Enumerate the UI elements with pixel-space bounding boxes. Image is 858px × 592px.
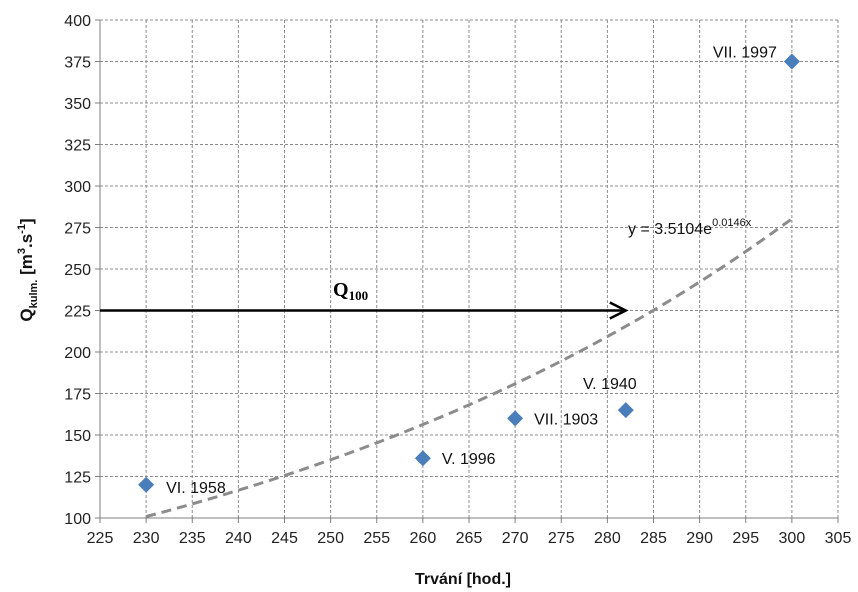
y-tick-label: 125 <box>64 470 91 487</box>
y-tick-label: 375 <box>64 55 91 72</box>
y-tick-label: 200 <box>64 345 91 362</box>
y-tick-label: 100 <box>64 511 91 528</box>
data-label: VI. 1958 <box>166 480 226 497</box>
x-tick-label: 300 <box>779 530 806 547</box>
x-axis-title: Trvání [hod.] <box>415 571 511 588</box>
x-tick-label: 255 <box>363 530 390 547</box>
y-tick-label: 150 <box>64 428 91 445</box>
data-point <box>414 450 431 467</box>
data-label: VII. 1903 <box>534 411 598 428</box>
data-point <box>783 53 800 70</box>
y-tick-label: 250 <box>64 262 91 279</box>
data-point <box>138 476 155 493</box>
grid <box>95 19 839 523</box>
data-points <box>138 53 800 493</box>
x-tick-label: 230 <box>133 530 160 547</box>
q100-label: Q100 <box>333 279 368 303</box>
x-tick-label: 235 <box>179 530 206 547</box>
y-tick-label: 225 <box>64 304 91 321</box>
y-tick-label: 325 <box>64 138 91 155</box>
x-tick-label: 245 <box>271 530 298 547</box>
x-tick-label: 265 <box>456 530 483 547</box>
x-tick-label: 290 <box>686 530 713 547</box>
data-point <box>507 410 524 427</box>
y-axis-title: Qkulm. [m3.s-1] <box>16 218 40 321</box>
q100-arrow-group <box>100 301 629 320</box>
point-labels: VI. 1958 V. 1996 VII. 1903 V. 1940 VII. 1997 <box>166 45 777 497</box>
y-tick-label: 300 <box>64 179 91 196</box>
q100-arrow-head <box>609 301 629 320</box>
y-tick-label: 400 <box>64 13 91 30</box>
trendline-path <box>145 217 793 519</box>
data-label: VII. 1997 <box>713 45 777 62</box>
x-tick-label: 275 <box>548 530 575 547</box>
x-tick-label: 295 <box>732 530 759 547</box>
y-tick-label: 350 <box>64 96 91 113</box>
x-tick-label: 225 <box>87 530 114 547</box>
x-tick-label: 250 <box>317 530 344 547</box>
x-tick-label: 305 <box>825 530 852 547</box>
y-tick-label: 175 <box>64 387 91 404</box>
x-tick-label: 280 <box>594 530 621 547</box>
trendline <box>145 217 793 519</box>
x-tick-label: 270 <box>502 530 529 547</box>
data-point <box>617 402 634 419</box>
x-tick-label: 285 <box>640 530 667 547</box>
data-label: V. 1996 <box>442 451 496 468</box>
tick-labels: 225 230 235 240 245 250 255 260 265 270 275 280 285 2… <box>64 13 851 547</box>
data-label: V. 1940 <box>583 376 637 393</box>
trendline-equation: y = 3.5104e0.0146x <box>628 217 752 238</box>
y-tick-label: 275 <box>64 221 91 238</box>
x-tick-label: 240 <box>225 530 252 547</box>
x-tick-label: 260 <box>410 530 437 547</box>
